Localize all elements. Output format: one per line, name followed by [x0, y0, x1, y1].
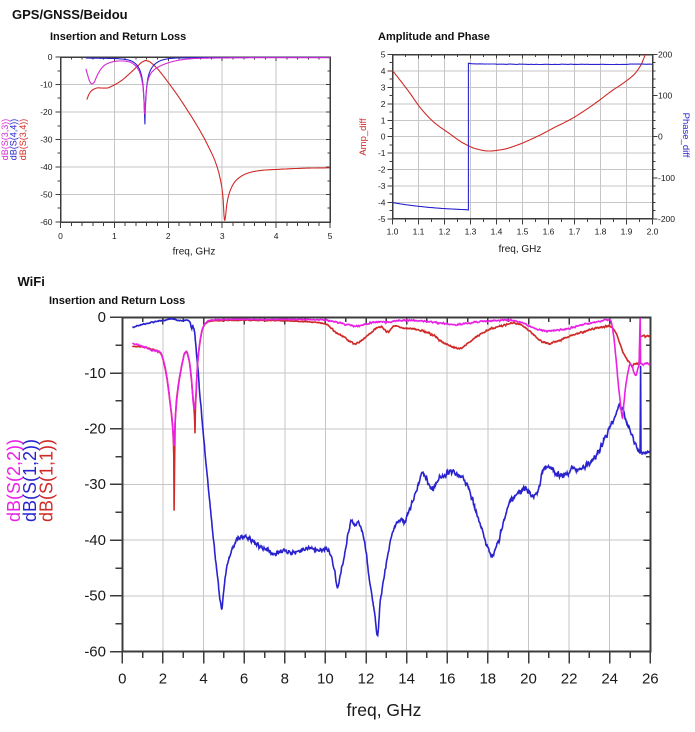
svg-text:0: 0: [98, 309, 106, 326]
svg-text:0: 0: [48, 52, 53, 62]
svg-text:-50: -50: [40, 189, 53, 199]
svg-text:1: 1: [381, 115, 386, 125]
svg-text:26: 26: [642, 671, 659, 688]
svg-text:5: 5: [328, 231, 333, 241]
svg-text:200: 200: [658, 50, 672, 60]
svg-text:Phase_diff: Phase_diff: [680, 113, 691, 158]
svg-text:14: 14: [398, 671, 415, 688]
svg-text:2: 2: [381, 99, 386, 109]
svg-text:-3: -3: [378, 181, 386, 191]
svg-text:-60: -60: [84, 643, 106, 660]
svg-text:WiFi: WiFi: [18, 274, 45, 289]
svg-text:dB(S(1,1)): dB(S(1,1)): [36, 439, 56, 522]
svg-text:1.2: 1.2: [439, 227, 451, 237]
svg-text:1.3: 1.3: [465, 227, 477, 237]
svg-text:-40: -40: [84, 532, 106, 549]
svg-text:5: 5: [381, 50, 386, 60]
svg-text:-2: -2: [378, 165, 386, 175]
svg-text:-20: -20: [40, 107, 53, 117]
svg-text:4: 4: [381, 66, 386, 76]
svg-text:-10: -10: [40, 79, 53, 89]
svg-text:22: 22: [561, 671, 578, 688]
svg-text:dB(S(2,2)): dB(S(2,2)): [4, 439, 24, 522]
svg-text:0: 0: [381, 132, 386, 142]
svg-text:-200: -200: [658, 214, 675, 224]
svg-text:2: 2: [159, 671, 167, 688]
svg-text:-5: -5: [378, 214, 386, 224]
svg-text:-30: -30: [84, 476, 106, 493]
svg-text:Insertion and Return Loss: Insertion and Return Loss: [50, 31, 186, 43]
svg-text:-4: -4: [378, 198, 386, 208]
svg-text:dB(S(4,4)): dB(S(4,4)): [8, 119, 18, 161]
svg-text:1.5: 1.5: [517, 227, 529, 237]
svg-text:-30: -30: [40, 134, 53, 144]
svg-text:-10: -10: [84, 365, 106, 382]
svg-text:dB(S(3,3)): dB(S(3,3)): [0, 119, 10, 161]
svg-text:dB(S(3,4)): dB(S(3,4)): [18, 119, 28, 161]
svg-text:-100: -100: [658, 173, 675, 183]
svg-text:Amp_diff: Amp_diff: [358, 118, 369, 156]
svg-text:-1: -1: [378, 148, 386, 158]
svg-text:10: 10: [317, 671, 334, 688]
svg-text:-20: -20: [84, 421, 106, 438]
svg-text:4: 4: [199, 671, 207, 688]
svg-text:Insertion and Return Loss: Insertion and Return Loss: [49, 295, 185, 307]
svg-text:-50: -50: [84, 588, 106, 605]
svg-text:Amplitude and Phase: Amplitude and Phase: [378, 31, 490, 43]
svg-text:4: 4: [274, 231, 279, 241]
svg-text:100: 100: [658, 91, 672, 101]
svg-text:3: 3: [220, 231, 225, 241]
svg-text:16: 16: [439, 671, 456, 688]
svg-text:GPS/GNSS/Beidou: GPS/GNSS/Beidou: [12, 7, 128, 22]
svg-text:1.8: 1.8: [595, 227, 607, 237]
svg-text:1.6: 1.6: [543, 227, 555, 237]
svg-text:18: 18: [479, 671, 496, 688]
svg-text:dB(S(1,2)): dB(S(1,2)): [20, 439, 40, 522]
svg-text:2: 2: [166, 231, 171, 241]
svg-text:1.1: 1.1: [413, 227, 425, 237]
svg-text:2.0: 2.0: [647, 227, 659, 237]
svg-text:freq, GHz: freq, GHz: [499, 244, 542, 255]
svg-text:12: 12: [358, 671, 375, 688]
svg-text:1: 1: [112, 231, 117, 241]
svg-text:6: 6: [240, 671, 248, 688]
svg-text:freq, GHz: freq, GHz: [173, 247, 216, 258]
svg-text:24: 24: [601, 671, 618, 688]
svg-text:-60: -60: [40, 217, 53, 227]
svg-text:1.9: 1.9: [621, 227, 633, 237]
svg-text:-40: -40: [40, 162, 53, 172]
svg-text:0: 0: [658, 132, 663, 142]
svg-text:freq, GHz: freq, GHz: [347, 700, 422, 720]
svg-text:3: 3: [381, 82, 386, 92]
svg-text:0: 0: [58, 231, 63, 241]
svg-text:1.7: 1.7: [569, 227, 581, 237]
svg-text:1.0: 1.0: [387, 227, 399, 237]
svg-text:20: 20: [520, 671, 537, 688]
svg-text:1.4: 1.4: [491, 227, 503, 237]
svg-text:0: 0: [118, 671, 126, 688]
svg-text:8: 8: [281, 671, 289, 688]
